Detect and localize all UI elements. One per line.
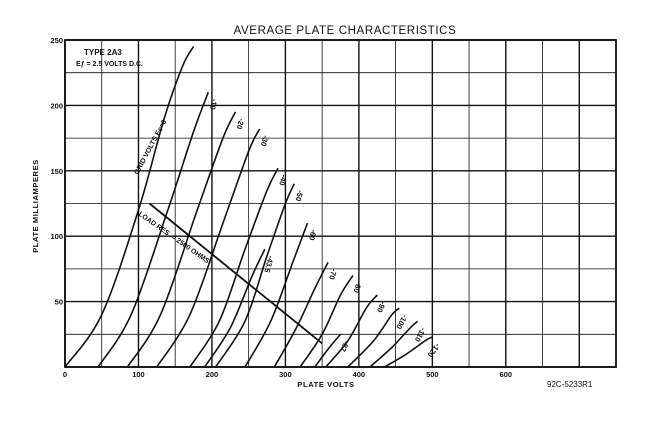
curve-label: -80: [351, 281, 363, 294]
grid-volts-curve: [64, 46, 195, 368]
grid-volts-curve: [314, 333, 342, 368]
grid-volts-curve: [203, 248, 266, 368]
filament-label: Eƒ = 2.5 VOLTS D.C.: [76, 61, 143, 68]
y-tick-label: 200: [50, 101, 63, 110]
grid-volts-curve: [189, 167, 279, 368]
y-tick-label: 50: [55, 298, 63, 307]
grid-volts-curve: [325, 294, 378, 368]
x-tick-label: 200: [206, 370, 219, 379]
plot-area: 0 100 200 300 400 500 60050100150200250-10-20-…: [50, 36, 617, 379]
y-tick-label: 100: [50, 232, 63, 241]
grid-volts-curve: [273, 261, 329, 368]
curve-label: -30: [259, 134, 271, 147]
y-axis-label: PLATE MILLIAMPERES: [31, 159, 40, 253]
load-line-label: LOAD RES. = 2500 OHMS: [137, 211, 211, 265]
curve-label: -20: [235, 117, 247, 130]
curve-label: -43.5: [262, 255, 275, 274]
y-tick-label: 150: [50, 167, 63, 176]
curve-label: -90: [375, 300, 388, 314]
drawing-code: 92C-5233R1: [547, 380, 593, 389]
chart-title: AVERAGE PLATE CHARACTERISTICS: [234, 25, 457, 37]
curve-label: -70: [327, 268, 339, 281]
x-tick-label: 600: [500, 370, 513, 379]
curve-label: -100: [394, 313, 409, 330]
curve-label: -60: [307, 229, 318, 242]
x-tick-label: 500: [426, 370, 439, 379]
curve-label: -120: [426, 342, 442, 359]
plot-border: [64, 39, 617, 368]
grid-volts-curve: [214, 183, 295, 368]
x-tick-label: 0: [63, 370, 67, 379]
tube-type-label: TYPE 2A3: [84, 48, 122, 57]
grid-volts-curve: [244, 222, 309, 368]
grid-volts-curve: [97, 92, 210, 368]
curve-label: -50: [294, 189, 305, 202]
grid-volts-curve: [299, 275, 354, 368]
grid-volts-curve: [384, 336, 433, 368]
grid-volts-curve: [369, 320, 419, 368]
x-tick-label: 400: [353, 370, 366, 379]
x-tick-label: 100: [132, 370, 145, 379]
grid-volts-curve: [156, 128, 261, 368]
grid-volts-curve: [347, 307, 400, 368]
x-tick-label: 300: [279, 370, 292, 379]
curve-label: -10: [208, 98, 219, 111]
load-line: [148, 202, 323, 345]
grid-volts-curve: [126, 111, 237, 368]
curve-label: -40: [277, 174, 289, 187]
y-tick-label: 250: [50, 36, 63, 45]
x-axis-label: PLATE VOLTS: [297, 380, 354, 389]
